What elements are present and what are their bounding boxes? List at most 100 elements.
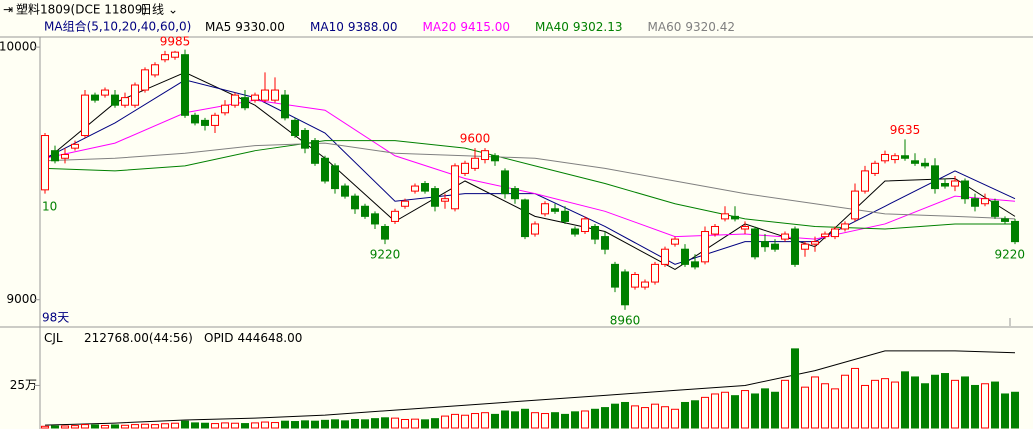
candle-body [381,225,389,240]
ma-legend-part: MA60 [648,20,682,34]
volume-bar [971,384,979,429]
volume-bar [471,413,479,429]
volume-bar [511,411,519,429]
volume-bar [751,393,759,429]
volume-bar [881,378,889,429]
candle-body [311,140,319,164]
candle-body [411,185,419,192]
volume-bar [731,395,739,429]
volume-bar [541,413,549,429]
candle-body [751,228,759,258]
volume-bar [711,393,719,429]
candle-body [221,104,229,114]
candle-body [481,150,489,161]
candle-body [171,51,179,58]
opid-legend-part: 444648.00 [237,331,302,345]
candle-body [551,208,559,212]
volume-legend[interactable]: CJL [44,331,63,345]
volume-bar [641,407,649,429]
volume-bar [551,412,559,429]
candle-body [741,225,749,230]
candle-body [451,165,459,210]
candle-body [861,170,869,192]
candle-body [461,162,469,174]
ma-legend-part: 9388.00 [348,20,398,34]
candle-body [981,198,989,205]
volume-bar [101,424,109,429]
candle-body [531,223,539,235]
ma-group[interactable]: MA组合(5,10,20,40,60,0) [44,19,191,34]
period[interactable]: 日线 [140,3,164,17]
volume-bar [191,422,199,429]
candle-body [891,155,899,161]
volume-bar [421,419,429,429]
candle-body [271,89,279,101]
volume-bar [981,383,989,429]
ma-legend[interactable]: MA10 9388.00 [310,20,397,34]
symbol[interactable]: 塑料1809(DCE 11809) [16,2,147,17]
ma-legend[interactable]: MA60 9320.42 [648,20,735,34]
volume-bar [171,422,179,429]
days-label: 98天 [42,311,69,325]
candle-body [971,198,979,207]
volume-bar [891,381,899,429]
ma-legend[interactable]: MA40 9302.13 [535,20,622,34]
candle-body [621,271,629,306]
volume-bar [1001,393,1009,429]
candle-body [251,94,259,101]
candle-body [351,195,359,210]
volume-bar [841,374,849,429]
ma-legend-part: MA40 [535,20,569,34]
volume-bar [281,420,289,429]
candle-body [611,263,619,288]
volume-bar [261,421,269,429]
volume-bar [111,424,119,429]
candle-body [681,248,689,265]
volume-bar [251,422,259,429]
volume-bar [491,413,499,429]
volume-bar [131,424,139,429]
candle-body [651,263,659,283]
volume-bar [991,381,999,429]
volume-bar [291,421,299,429]
ma-legend[interactable]: MA20 9415.00 [423,20,510,34]
volume-bar [871,379,879,429]
candle-body [71,143,79,149]
y-tick-label: 25万 [10,378,37,392]
candle-body [571,228,579,235]
opid-legend[interactable]: OPID 444648.00 [204,331,302,345]
menu-icon[interactable]: ⇥ [3,3,13,17]
candle-body [691,261,699,268]
volume-value: 212768.00(44:56) [84,331,193,345]
candle-body [501,170,509,195]
candle-body [41,135,49,191]
price-annotation: 9600 [460,132,491,146]
volume-bar [781,379,789,429]
candle-body [641,281,649,288]
candle-body [831,228,839,238]
ma-legend[interactable]: MA5 9330.00 [205,20,285,34]
volume-bar [651,403,659,429]
volume-bar [41,425,49,429]
ma-line [44,71,1016,271]
volume-bar [721,391,729,429]
candle-body [601,236,609,250]
candle-body [111,94,119,106]
volume-bar [301,420,309,429]
period-arrow[interactable]: ⌄ [168,3,178,17]
volume-bar [561,413,569,429]
candle-body [321,157,329,182]
volume-bar [331,419,339,429]
candle-body [851,190,859,220]
volume-bar [381,417,389,429]
volume-bar [221,422,229,429]
volume-value-part: 212768.00(44:56) [84,331,193,345]
ma-legend-part: MA5 [205,20,231,34]
volume-bar [351,418,359,429]
volume-bar [401,418,409,429]
volume-bar [761,388,769,429]
volume-bar [51,425,59,429]
candle-body [361,205,369,217]
candle-body [371,213,379,225]
volume-bar [611,403,619,429]
